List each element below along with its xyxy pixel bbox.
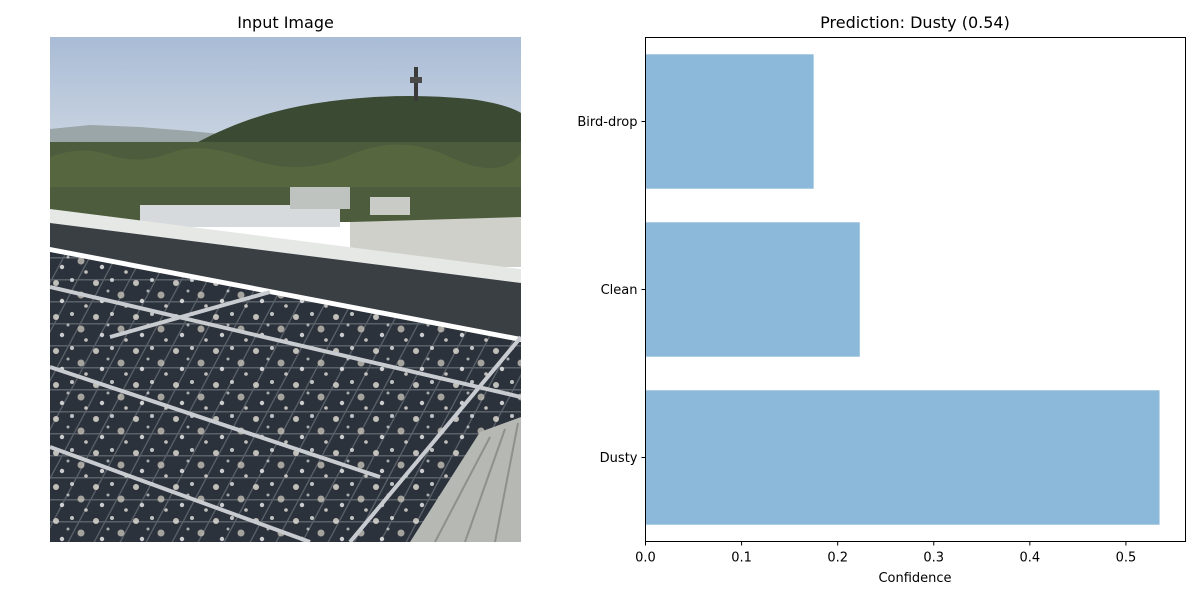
y-ticks: Dusty Clean Bird-drop bbox=[577, 115, 646, 466]
chart-title: Prediction: Dusty (0.54) bbox=[820, 13, 1010, 32]
x-tick-label: 0.1 bbox=[731, 551, 752, 566]
solar-panel-photo bbox=[50, 37, 521, 542]
x-tick-label: 0.0 bbox=[635, 551, 656, 566]
bars-layer bbox=[645, 54, 1160, 525]
x-tick-label: 0.4 bbox=[1019, 551, 1040, 566]
panel-frames bbox=[50, 285, 521, 542]
y-tick-label: Bird-drop bbox=[577, 115, 637, 130]
y-tick-label: Dusty bbox=[600, 451, 638, 466]
y-tick-label: Clean bbox=[601, 283, 638, 298]
bar-dusty bbox=[645, 390, 1160, 525]
x-tick-label: 0.2 bbox=[827, 551, 848, 566]
x-tick-label: 0.3 bbox=[923, 551, 944, 566]
bar-bird-drop bbox=[645, 54, 814, 189]
tower bbox=[414, 67, 418, 101]
input-image bbox=[50, 37, 521, 542]
x-axis-label: Confidence bbox=[878, 571, 951, 586]
bar-clean bbox=[645, 222, 860, 357]
x-tick-label: 0.5 bbox=[1116, 551, 1137, 566]
parapet-wall bbox=[50, 212, 521, 337]
x-ticks: 0.0 0.1 0.2 0.3 0.4 0.5 bbox=[635, 541, 1137, 566]
metal-roof bbox=[410, 417, 521, 542]
input-image-title: Input Image bbox=[237, 13, 334, 32]
